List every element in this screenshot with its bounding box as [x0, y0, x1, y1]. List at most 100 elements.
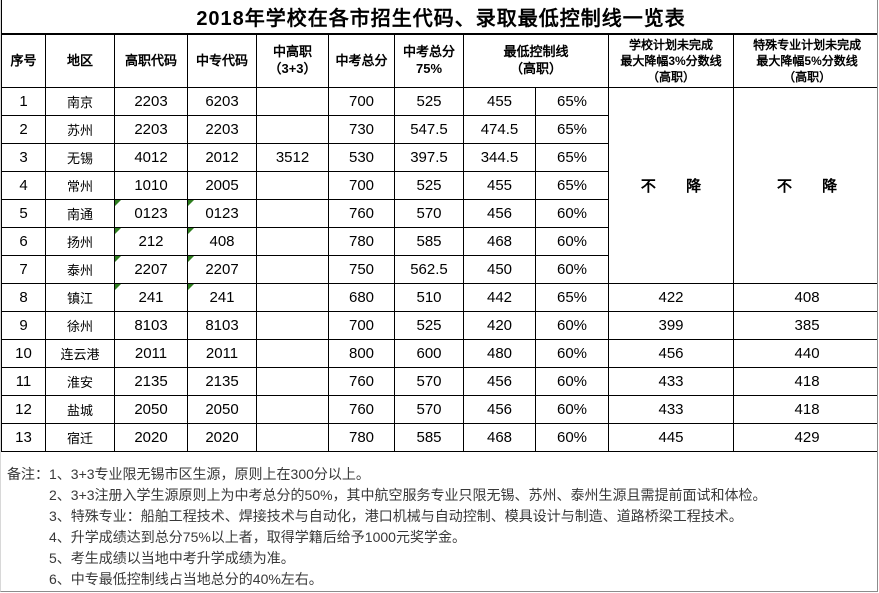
cell-gaozhi-code: 2203 [114, 87, 188, 116]
cell-total-75pct: 510 [394, 283, 464, 312]
cell-school-cut: 422 [608, 283, 734, 312]
cell-total-75pct-text: 525 [416, 317, 442, 334]
cell-gaozhi-code-text: 2050 [134, 401, 168, 418]
cell-no-text: 10 [15, 345, 32, 362]
cell-min-line: 468 [463, 423, 536, 452]
cell-total-75pct-text: 525 [416, 93, 442, 110]
cell-zhongzhuan-code-text: 2135 [205, 373, 239, 390]
cell-min-line: 474.5 [463, 115, 536, 144]
cell-total-score: 700 [328, 171, 395, 200]
cell-total-score: 760 [328, 199, 395, 228]
cell-region: 泰州 [45, 255, 115, 284]
cell-zhonggaozhi [256, 311, 329, 340]
cell-total-score: 760 [328, 395, 395, 424]
cell-no: 6 [1, 227, 46, 256]
cell-zhonggaozhi [256, 255, 329, 284]
cell-zhongzhuan-code: 2011 [187, 339, 257, 368]
cell-total-75pct: 600 [394, 339, 464, 368]
cell-zhongzhuan-code: 2203 [187, 115, 257, 144]
cell-special-cut-text: 440 [794, 345, 820, 362]
cell-total-75pct-text: 600 [416, 345, 442, 362]
cell-region-text: 常州 [66, 179, 93, 194]
cell-zhongzhuan-code-text: 2020 [205, 429, 239, 446]
cell-min-line-pct: 65% [535, 283, 609, 312]
cell-zhonggaozhi: 3512 [256, 143, 329, 172]
cell-zhongzhuan-code-text: 2207 [205, 261, 239, 278]
cell-zhongzhuan-code: 241 [187, 283, 257, 312]
table-row: 5 南通 0123 0123 760 570 456 60% [1, 199, 878, 228]
cell-min-line-pct: 65% [535, 115, 609, 144]
table-row: 11 淮安 2135 2135 760 570 456 60% 433 418 [1, 367, 877, 396]
cell-gaozhi-code-text: 241 [138, 289, 164, 306]
notes-section: 备注： 1、3+3专业限无锡市区生源，原则上在300分以上。 2、3+3注册入学生… [1, 452, 877, 590]
cell-region: 南京 [45, 87, 115, 116]
cell-zhonggaozhi [256, 115, 329, 144]
cell-min-line-text: 456 [486, 401, 513, 418]
note-line: 4、升学成绩达到总分75%以上者，取得学籍后给予1000元奖学金。 [49, 529, 466, 545]
cell-no-text: 6 [19, 233, 28, 250]
cell-min-line-text: 442 [486, 289, 513, 306]
cell-gaozhi-code: 1010 [114, 171, 188, 200]
cell-zhonggaozhi [256, 199, 329, 228]
cell-region: 常州 [45, 171, 115, 200]
cell-min-line-text: 456 [486, 373, 513, 390]
col-header-region: 地区 [45, 33, 115, 88]
cell-region-text: 徐州 [66, 319, 93, 334]
cell-total-75pct: 585 [394, 423, 464, 452]
cell-region: 扬州 [45, 227, 115, 256]
col-header-special-cut: 特殊专业计划未完成 最大降幅5%分数线 （高职） [732, 33, 877, 88]
cell-school-cut-text: 399 [658, 317, 684, 334]
cell-zhongzhuan-code: 8103 [187, 311, 257, 340]
green-flag-triangle-icon [188, 284, 194, 290]
cell-special-cut: 429 [732, 423, 877, 452]
cell-region-text: 扬州 [66, 235, 93, 250]
cell-region-text: 苏州 [66, 123, 93, 138]
cell-no: 11 [1, 367, 46, 396]
cell-gaozhi-code-text: 2203 [134, 121, 168, 138]
cell-zhonggaozhi [256, 87, 329, 116]
cell-total-score-text: 780 [348, 233, 375, 250]
cell-zhongzhuan-code-text: 2050 [205, 401, 239, 418]
cell-gaozhi-code: 4012 [114, 143, 188, 172]
cell-region-text: 南京 [66, 95, 93, 110]
table-row: 8 镇江 241 241 680 510 442 65% 422 408 [1, 283, 877, 312]
cell-total-score-text: 750 [348, 261, 375, 278]
cell-zhongzhuan-code: 2012 [187, 143, 257, 172]
cell-min-line-text: 455 [486, 93, 513, 110]
cell-total-score: 700 [328, 311, 395, 340]
table-row: 2 苏州 2203 2203 730 547.5 474.5 65% [1, 115, 878, 144]
cell-total-score: 780 [328, 227, 395, 256]
cell-region: 盐城 [45, 395, 115, 424]
cell-gaozhi-code-text: 2020 [134, 429, 168, 446]
cell-min-line-text: 450 [486, 261, 513, 278]
cell-zhongzhuan-code-text: 8103 [205, 317, 239, 334]
cell-zhongzhuan-code-text: 6203 [205, 93, 239, 110]
cell-total-score: 750 [328, 255, 395, 284]
cell-zhongzhuan-code: 408 [187, 227, 257, 256]
cell-gaozhi-code: 2050 [114, 395, 188, 424]
cell-gaozhi-code: 2011 [114, 339, 188, 368]
cell-no-text: 4 [19, 177, 28, 194]
cell-total-score-text: 760 [348, 401, 375, 418]
cell-min-line-pct-text: 65% [556, 149, 588, 166]
cell-region-text: 盐城 [66, 403, 93, 418]
table-row: 9 徐州 8103 8103 700 525 420 60% 399 385 [1, 311, 877, 340]
cell-zhonggaozhi-text: 3512 [275, 149, 310, 166]
cell-no: 1 [1, 87, 46, 116]
cell-zhongzhuan-code: 2020 [187, 423, 257, 452]
cell-total-score: 680 [328, 283, 395, 312]
cell-region: 苏州 [45, 115, 115, 144]
cell-min-line-text: 474.5 [480, 121, 519, 138]
cell-no-text: 5 [19, 205, 28, 222]
cell-no: 10 [1, 339, 46, 368]
cell-no: 5 [1, 199, 46, 228]
cell-school-cut: 456 [608, 339, 734, 368]
cell-min-line: 455 [463, 171, 536, 200]
cell-total-score-text: 780 [348, 429, 375, 446]
cell-gaozhi-code-text: 2011 [134, 345, 168, 362]
cell-special-cut: 440 [732, 339, 877, 368]
cell-gaozhi-code: 2203 [114, 115, 188, 144]
cell-school-cut: 433 [608, 367, 734, 396]
cell-min-line-text: 456 [486, 205, 513, 222]
cell-no: 4 [1, 171, 46, 200]
